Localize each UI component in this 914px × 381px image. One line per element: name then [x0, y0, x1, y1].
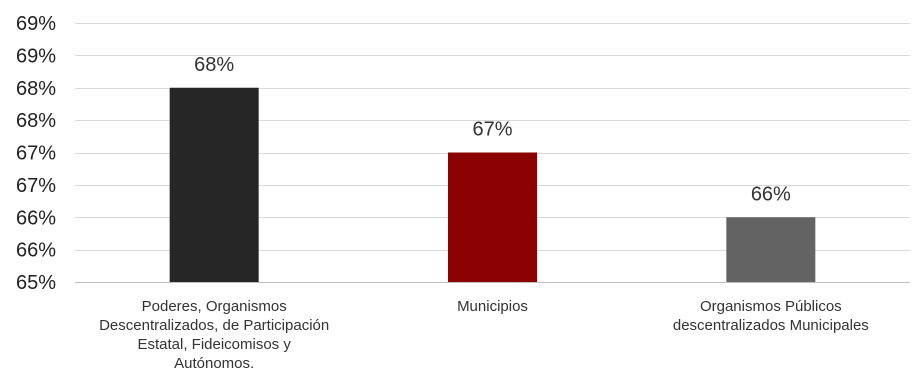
y-tick-label: 65%	[16, 272, 56, 294]
data-label: 68%	[194, 54, 234, 76]
y-tick-label: 66%	[16, 207, 56, 229]
bars	[169, 87, 816, 282]
y-tick-label: 67%	[16, 143, 56, 165]
data-label: 66%	[751, 183, 791, 205]
x-category-label-line: descentralizados Municipales	[673, 317, 869, 334]
bar	[726, 217, 816, 282]
x-category-label-line: Descentralizados, de Participación	[99, 317, 329, 334]
x-axis-categories: Poderes, Organismos Descentralizados, de …	[99, 298, 869, 372]
y-tick-label: 69%	[16, 45, 56, 67]
y-tick-label: 66%	[16, 240, 56, 262]
x-category-label: Poderes, Organismos Descentralizados, de …	[99, 298, 329, 372]
x-category-label-line: Organismos Públicos	[700, 298, 842, 315]
y-axis-ticks: 65% 66% 66% 67% 67% 68% 68% 69% 69%	[16, 13, 56, 294]
bar	[448, 152, 537, 282]
y-tick-label: 69%	[16, 13, 56, 35]
data-labels: 68% 67% 66%	[194, 54, 791, 206]
data-label: 67%	[472, 119, 512, 141]
x-category-label-line: Autónomos.	[174, 355, 254, 372]
y-tick-label: 68%	[16, 78, 56, 100]
y-tick-label: 68%	[16, 110, 56, 132]
x-category-label: Organismos Públicos descentralizados Muni…	[673, 298, 869, 334]
x-category-label-line: Municipios	[457, 298, 528, 315]
x-category-label-line: Estatal, Fideicomisos y	[137, 336, 291, 353]
y-tick-label: 67%	[16, 175, 56, 197]
bar	[169, 87, 259, 282]
x-category-label-line: Poderes, Organismos	[142, 298, 287, 315]
x-category-label: Municipios	[457, 298, 528, 315]
